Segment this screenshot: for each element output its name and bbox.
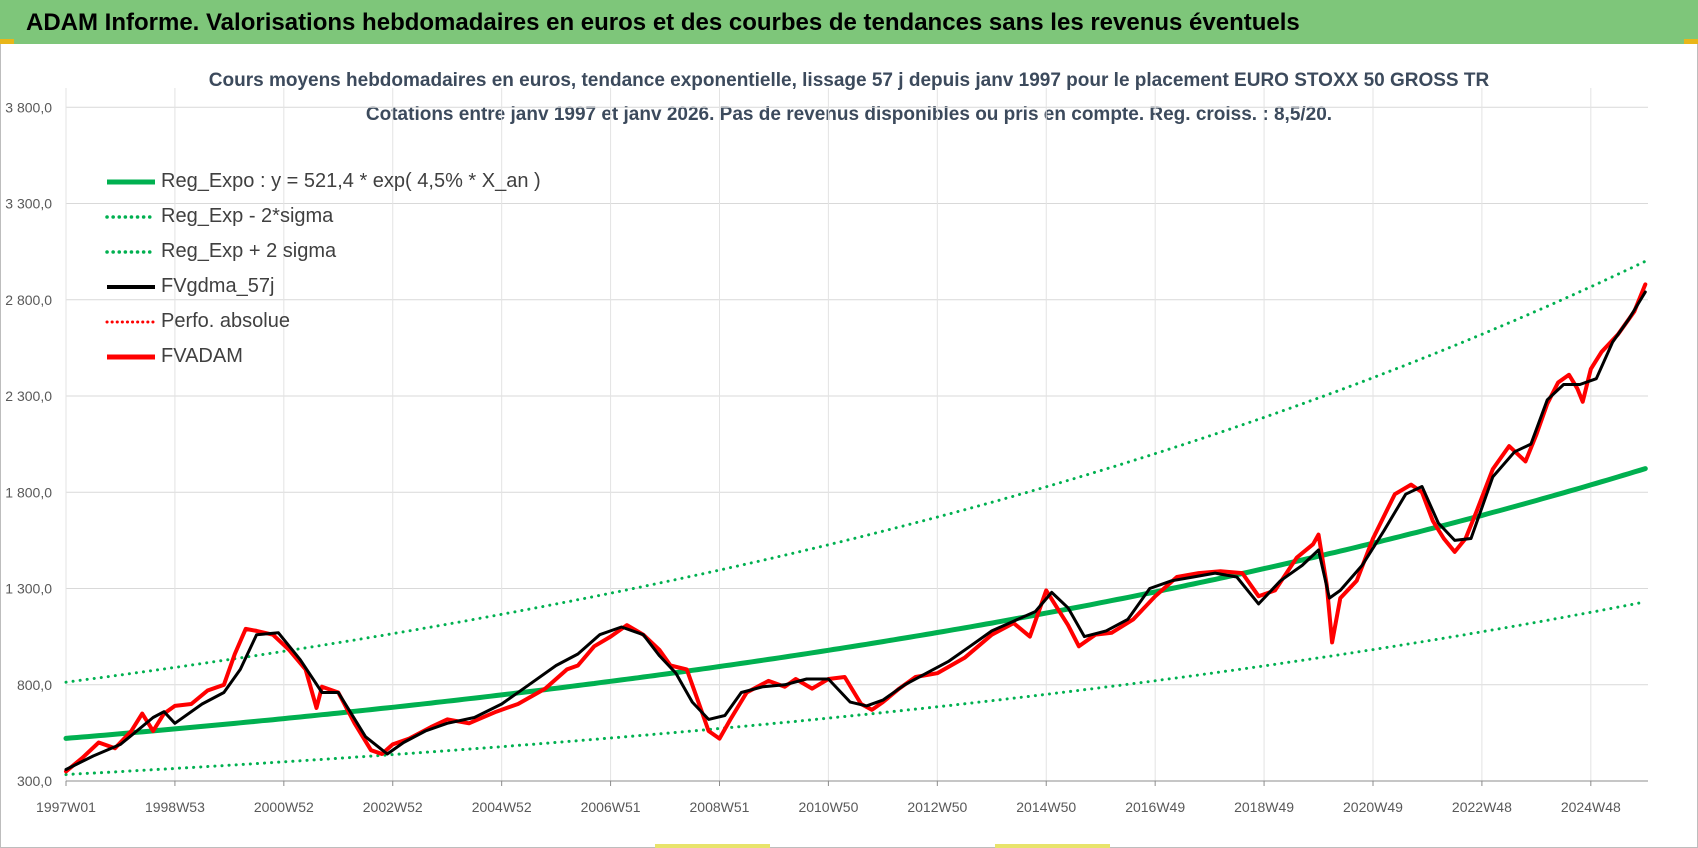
legend-item-reg-plus: Reg_Exp + 2 sigma — [105, 234, 541, 269]
x-tick-label: 1997W01 — [36, 799, 96, 815]
x-tick-label: 2018W49 — [1234, 799, 1294, 815]
legend-label-reg-minus: Reg_Exp - 2*sigma — [161, 205, 334, 227]
legend-swatch-perfo — [105, 320, 157, 323]
x-tick-label: 2016W49 — [1125, 799, 1185, 815]
legend-label-perfo: Perfo. absolue — [161, 310, 290, 332]
series-line-reg-minus — [64, 600, 1647, 776]
legend-swatch-fvgdma — [107, 284, 155, 289]
page-title: ADAM Informe. Valorisations hebdomadaire… — [0, 0, 1698, 44]
x-tick-label: 2002W52 — [363, 799, 423, 815]
x-tick-label: 2014W50 — [1016, 799, 1076, 815]
y-tick-label: 300,0 — [17, 773, 52, 789]
chart-legend: Reg_Expo : y = 521,4 * exp( 4,5% * X_an … — [105, 164, 541, 374]
grid-lines — [65, 88, 1648, 782]
legend-item-fvadam: FVADAM — [105, 339, 541, 374]
x-tick-label: 2008W51 — [690, 799, 750, 815]
y-tick-label: 800,0 — [17, 677, 52, 693]
x-tick-label: 2024W48 — [1561, 799, 1621, 815]
legend-label-reg-expo: Reg_Expo : y = 521,4 * exp( 4,5% * X_an … — [161, 170, 541, 192]
y-tick-label: 2 800,0 — [5, 292, 52, 308]
y-tick-label: 1 800,0 — [5, 484, 52, 500]
legend-item-fvgdma: FVgdma_57j — [105, 269, 541, 304]
bottom-accent-right — [995, 844, 1110, 848]
legend-label-fvadam: FVADAM — [161, 345, 243, 367]
legend-label-fvgdma: FVgdma_57j — [161, 275, 275, 297]
plot-area — [63, 259, 1648, 776]
x-axis-ticks: 1997W01 1998W53 2000W52 2002W52 2004W52 2006W… — [36, 780, 1648, 815]
corner-mark-right — [1684, 39, 1698, 44]
x-tick-label: 2006W51 — [581, 799, 641, 815]
legend-swatch-reg-expo — [107, 179, 155, 184]
legend-item-reg-expo: Reg_Expo : y = 521,4 * exp( 4,5% * X_an … — [105, 164, 541, 199]
legend-swatch-reg-minus — [105, 214, 157, 219]
x-tick-label: 2000W52 — [254, 799, 314, 815]
legend-item-reg-minus: Reg_Exp - 2*sigma — [105, 199, 541, 234]
legend-swatch-fvadam — [107, 354, 155, 359]
y-tick-label: 3 800,0 — [5, 99, 52, 115]
chart-title-line2: Cotations entre janv 1997 et janv 2026. … — [365, 104, 1333, 125]
x-tick-label: 2012W50 — [907, 799, 967, 815]
x-tick-label: 2010W50 — [798, 799, 858, 815]
y-axis-ticks: 300,0 800,0 1 300,0 1 800,0 2 300,0 2 800,0 3 … — [5, 99, 52, 789]
x-tick-label: 2004W52 — [472, 799, 532, 815]
y-tick-label: 2 300,0 — [5, 388, 52, 404]
y-tick-label: 1 300,0 — [5, 581, 52, 597]
x-tick-label: 2020W49 — [1343, 799, 1403, 815]
series-line-fvgdma — [64, 290, 1647, 771]
bottom-accent-left — [655, 844, 770, 848]
x-tick-label: 2022W48 — [1452, 799, 1512, 815]
series-line-reg-plus — [64, 259, 1647, 684]
legend-item-perfo: Perfo. absolue — [105, 304, 541, 339]
y-tick-label: 3 300,0 — [5, 196, 52, 212]
legend-label-reg-plus: Reg_Exp + 2 sigma — [161, 240, 337, 262]
legend-swatch-reg-plus — [105, 249, 157, 254]
corner-mark-left — [0, 39, 14, 44]
x-tick-label: 1998W53 — [145, 799, 205, 815]
series-line-reg-expo — [63, 466, 1648, 741]
chart-title-line1: Cours moyens hebdomadaires en euros, ten… — [208, 70, 1490, 91]
